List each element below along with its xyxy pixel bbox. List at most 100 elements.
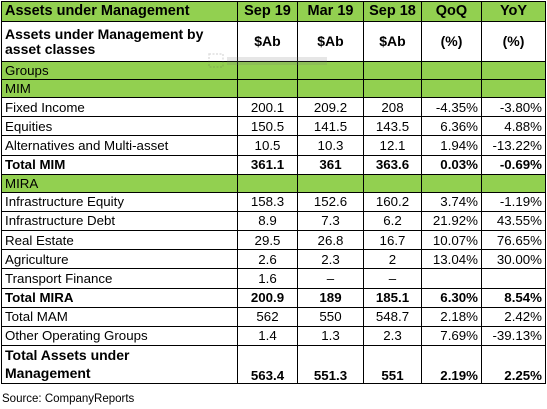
grand-total-row: Total Assets under Management 563.4 551.3 55… [1, 344, 546, 384]
row-value [297, 173, 364, 193]
total-row: Total MIRA 200.9 189 185.1 6.30% 8.54% [1, 287, 546, 308]
row-value: 2.19% [421, 344, 482, 384]
row-value: 143.5 [363, 116, 422, 137]
row-label: Fixed Income [1, 96, 238, 118]
col-header-yoy: YoY [481, 1, 546, 22]
row-value: 361 [297, 154, 364, 175]
row-value: – [363, 268, 422, 289]
unit-sep18: $Ab [363, 21, 422, 62]
row-value: 6.2 [363, 210, 422, 231]
col-header-sep18: Sep 18 [363, 1, 422, 22]
subheader-label: Assets under Management by asset classes [1, 21, 238, 62]
row-value: 2.3 [297, 249, 364, 270]
unit-yoy: (%) [481, 21, 546, 62]
row-value [363, 173, 422, 193]
col-header-sep19: Sep 19 [237, 1, 298, 22]
row-value [237, 79, 298, 98]
table-row: Infrastructure Debt 8.9 7.3 6.2 21.92% 43.55% [1, 210, 546, 231]
row-value: 361.1 [237, 154, 298, 175]
row-value [481, 268, 546, 289]
row-value: 209.2 [297, 96, 364, 118]
row-label: Total MAM [1, 306, 238, 327]
table-row: Alternatives and Multi-asset 10.5 10.3 12.1… [1, 135, 546, 156]
row-value: 8.9 [237, 210, 298, 231]
row-value: 10.3 [297, 135, 364, 156]
row-label: Real Estate [1, 229, 238, 251]
aum-table: Assets under Management Sep 19 Mar 19 Se… [1, 1, 546, 384]
row-value: 4.88% [481, 116, 546, 137]
section-header-row: MIRA [1, 173, 546, 193]
col-header-qoq: QoQ [421, 1, 482, 22]
table-row: Equities 150.5 141.5 143.5 6.36% 4.88% [1, 116, 546, 137]
row-value: 12.1 [363, 135, 422, 156]
unit-qoq: (%) [421, 21, 482, 62]
row-value [363, 79, 422, 98]
row-value: 2.18% [421, 306, 482, 327]
row-label: Infrastructure Debt [1, 210, 238, 231]
grand-total-label-line-1: Total Assets under [5, 347, 130, 363]
row-value: 7.69% [421, 325, 482, 346]
table-title: Assets under Management [1, 1, 238, 22]
row-value: 8.54% [481, 287, 546, 308]
row-value: 16.7 [363, 229, 422, 251]
row-value [481, 173, 546, 193]
row-value: 2 [363, 249, 422, 270]
row-value [421, 268, 482, 289]
row-value: 13.04% [421, 249, 482, 270]
section-header-row: MIM [1, 79, 546, 98]
row-value: -13.22% [481, 135, 546, 156]
row-value: 1.3 [297, 325, 364, 346]
row-value: 3.74% [421, 191, 482, 212]
row-value [297, 79, 364, 98]
row-label: Total MIRA [1, 287, 238, 308]
row-value: 1.4 [237, 325, 298, 346]
row-value: 26.8 [297, 229, 364, 251]
table-row: Transport Finance 1.6– – [1, 268, 546, 289]
row-value: 551.3 [297, 344, 364, 384]
row-label: Total MIM [1, 154, 238, 175]
row-value: 1.94% [421, 135, 482, 156]
row-label: Transport Finance [1, 268, 238, 289]
row-value: 10.5 [237, 135, 298, 156]
row-value: 1.6 [237, 268, 298, 289]
row-value: 551 [363, 344, 422, 384]
row-value: -0.69% [481, 154, 546, 175]
row-value: 10.07% [421, 229, 482, 251]
row-value: 2.42% [481, 306, 546, 327]
row-value: 189 [297, 287, 364, 308]
source-note: Source: CompanyReports [2, 393, 135, 405]
row-value: 2.3 [363, 325, 422, 346]
row-value: 200.1 [237, 96, 298, 118]
row-value: 562 [237, 306, 298, 327]
row-label: Agriculture [1, 249, 238, 270]
row-value: 208 [363, 96, 422, 118]
total-row: Total MIM 361.1 361 363.6 0.03% -0.69% [1, 154, 546, 175]
table-row: Total MAM 562 550 548.7 2.18% 2.42% [1, 306, 546, 327]
row-value: – [297, 268, 364, 289]
row-value: 2.25% [481, 344, 546, 384]
row-label: Equities [1, 116, 238, 137]
row-value: 200.9 [237, 287, 298, 308]
row-value: 563.4 [237, 344, 298, 384]
row-value: 29.5 [237, 229, 298, 251]
row-value: -3.80% [481, 96, 546, 118]
table-row: Infrastructure Equity 158.3 152.6 160.2 3.74… [1, 191, 546, 212]
row-value: 76.65% [481, 229, 546, 251]
table-row: Real Estate 29.5 26.8 16.7 10.07% 76.65% [1, 229, 546, 251]
row-value: 141.5 [297, 116, 364, 137]
col-header-mar19: Mar 19 [297, 1, 364, 22]
table-row: Agriculture 2.6 2.3 2 13.04% 30.00% [1, 249, 546, 270]
row-label: Other Operating Groups [1, 325, 238, 346]
subheader-line-1: Assets under Management by [5, 25, 204, 42]
row-label: MIM [1, 79, 238, 98]
row-value: 160.2 [363, 191, 422, 212]
row-value: 152.6 [297, 191, 364, 212]
subheader-line-2: asset classes [5, 40, 96, 57]
row-value: 7.3 [297, 210, 364, 231]
row-value [481, 79, 546, 98]
table-row: Other Operating Groups 1.4 1.3 2.3 7.69% -39.… [1, 325, 546, 346]
row-value: 30.00% [481, 249, 546, 270]
row-value: -1.19% [481, 191, 546, 212]
title-row: Assets under Management Sep 19 Mar 19 Se… [1, 1, 546, 22]
table-row: Fixed Income 200.1 209.2 208 -4.35% -3.80% [1, 96, 546, 118]
